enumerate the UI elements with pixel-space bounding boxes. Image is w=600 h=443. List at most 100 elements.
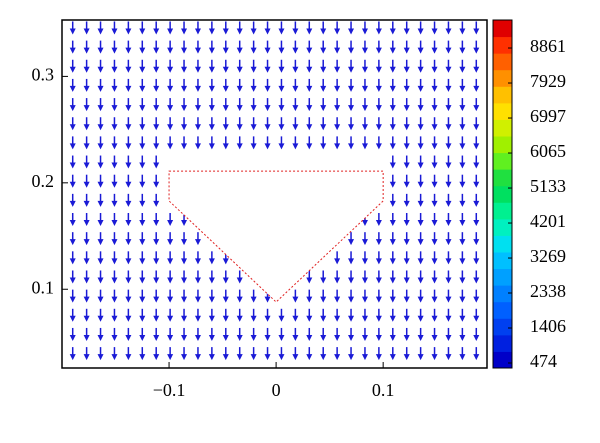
arrow <box>153 232 160 246</box>
arrow <box>431 213 438 227</box>
arrow <box>403 327 410 341</box>
arrow <box>375 289 382 303</box>
arrow <box>278 98 285 112</box>
arrow <box>250 289 257 303</box>
arrow <box>473 213 480 227</box>
arrow <box>69 193 76 207</box>
arrow <box>236 21 243 35</box>
arrow <box>389 21 396 35</box>
arrow <box>417 78 424 92</box>
arrow <box>222 59 229 73</box>
arrow <box>194 308 201 322</box>
arrow <box>445 270 452 284</box>
arrow <box>361 308 368 322</box>
colorbar-tick-label: 6065 <box>530 141 566 161</box>
arrow <box>403 232 410 246</box>
arrow <box>236 308 243 322</box>
arrow <box>181 40 188 54</box>
arrow <box>264 117 271 131</box>
arrow <box>389 136 396 150</box>
arrow <box>431 21 438 35</box>
arrow <box>97 78 104 92</box>
arrow <box>194 98 201 112</box>
arrow <box>306 270 313 284</box>
arrow <box>125 98 132 112</box>
arrow <box>208 78 215 92</box>
arrow <box>139 308 146 322</box>
arrow <box>473 21 480 35</box>
arrow <box>181 98 188 112</box>
arrow <box>97 232 104 246</box>
colorbar-band <box>493 202 512 220</box>
colorbar-band <box>493 36 512 54</box>
arrow <box>125 270 132 284</box>
arrow <box>361 251 368 265</box>
arrow <box>445 21 452 35</box>
arrow <box>417 308 424 322</box>
arrow <box>97 155 104 169</box>
arrow <box>111 98 118 112</box>
arrow <box>153 289 160 303</box>
arrow <box>320 308 327 322</box>
arrow <box>389 59 396 73</box>
arrow <box>278 347 285 361</box>
arrow <box>97 213 104 227</box>
arrow <box>139 155 146 169</box>
arrow <box>125 78 132 92</box>
arrow <box>375 117 382 131</box>
arrow <box>181 136 188 150</box>
arrow <box>292 289 299 303</box>
arrow <box>459 289 466 303</box>
arrow <box>403 193 410 207</box>
arrow <box>445 117 452 131</box>
arrow <box>208 289 215 303</box>
arrow <box>167 40 174 54</box>
arrow <box>320 78 327 92</box>
colorbar-tick-label: 474 <box>530 351 557 371</box>
x-tick-label: −0.1 <box>153 380 186 400</box>
arrow <box>139 347 146 361</box>
arrow <box>417 193 424 207</box>
arrow <box>473 59 480 73</box>
arrow <box>181 21 188 35</box>
arrow <box>139 213 146 227</box>
arrow <box>167 289 174 303</box>
arrow <box>361 327 368 341</box>
arrow <box>459 251 466 265</box>
arrow <box>153 327 160 341</box>
arrow <box>153 78 160 92</box>
arrow <box>473 155 480 169</box>
arrow <box>417 289 424 303</box>
arrow <box>361 289 368 303</box>
arrow <box>417 40 424 54</box>
arrow <box>236 347 243 361</box>
arrow <box>431 232 438 246</box>
arrow <box>125 327 132 341</box>
arrow <box>417 232 424 246</box>
arrow <box>153 251 160 265</box>
arrow <box>375 78 382 92</box>
arrow <box>208 327 215 341</box>
arrow <box>417 117 424 131</box>
arrow <box>125 174 132 188</box>
arrow <box>167 232 174 246</box>
arrow <box>181 251 188 265</box>
colorbar-band <box>493 318 512 336</box>
arrow <box>431 155 438 169</box>
arrow <box>473 117 480 131</box>
colorbar-band <box>493 301 512 319</box>
arrow <box>208 308 215 322</box>
arrow <box>83 193 90 207</box>
arrow <box>139 98 146 112</box>
arrow <box>348 98 355 112</box>
arrow <box>181 59 188 73</box>
colorbar-band <box>493 185 512 203</box>
arrow <box>167 213 174 227</box>
arrow <box>320 289 327 303</box>
colorbar-tick-label: 3269 <box>530 246 566 266</box>
colorbar-tick-label: 1406 <box>530 316 566 336</box>
arrow <box>125 289 132 303</box>
arrow <box>97 327 104 341</box>
arrow <box>250 117 257 131</box>
arrow <box>181 78 188 92</box>
